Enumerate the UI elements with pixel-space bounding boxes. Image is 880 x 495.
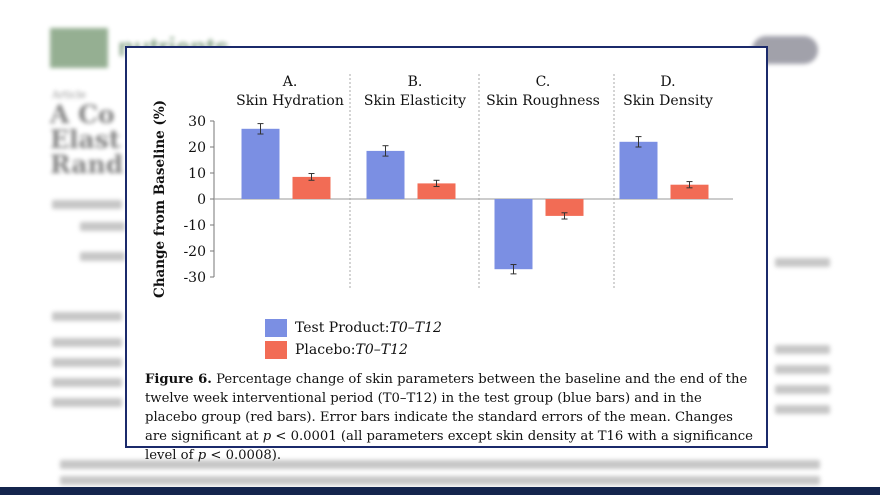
panel-title: Skin Density xyxy=(623,93,713,109)
blurred-text-line xyxy=(60,476,820,485)
panel-letter: B. xyxy=(408,74,423,90)
legend-label-placebo: Placebo: xyxy=(295,342,356,358)
bar-chart: 30 20 10 0 -10 -20 -30 Change from Baseline (%)… xyxy=(152,74,733,298)
article-title-line: A Co xyxy=(50,100,115,129)
panel-title: Skin Hydration xyxy=(236,93,344,109)
blurred-text-line xyxy=(52,398,122,407)
blurred-text-line xyxy=(80,252,125,261)
panel-letter: C. xyxy=(536,74,551,90)
bar-placebo xyxy=(670,184,709,199)
y-tick-label: -10 xyxy=(183,218,206,234)
bar-placebo xyxy=(545,199,584,216)
panel-title: Skin Elasticity xyxy=(364,93,466,109)
article-title: A Co Elast Rand xyxy=(50,102,123,177)
legend-period-placebo: T0–T12 xyxy=(355,342,408,358)
caption-p: p xyxy=(262,429,272,444)
article-title-line: Rand xyxy=(50,150,124,179)
legend-item-test: Test Product: T0–T12 xyxy=(265,318,442,338)
y-tick-label: 10 xyxy=(188,166,206,182)
panel-letter: D. xyxy=(660,74,675,90)
article-title-line: Elast xyxy=(50,125,121,154)
blurred-text-line xyxy=(775,345,830,354)
blurred-text-line xyxy=(775,405,830,414)
blurred-text-line xyxy=(775,258,830,267)
caption-text: < 0.0008). xyxy=(206,448,282,463)
blurred-text-line xyxy=(775,385,830,394)
y-axis-label: Change from Baseline (%) xyxy=(152,100,168,298)
blurred-text-line xyxy=(80,222,125,231)
blurred-text-line xyxy=(52,312,122,321)
blurred-text-line xyxy=(60,460,820,469)
figure-label: Figure 6. xyxy=(145,372,212,387)
bar-test xyxy=(241,128,280,199)
bar-test xyxy=(366,150,405,199)
blurred-text-line xyxy=(52,378,122,387)
legend-swatch-placebo xyxy=(265,341,287,359)
blurred-text-line xyxy=(52,200,122,209)
y-tick-label: -20 xyxy=(183,244,206,260)
y-tick-label: 30 xyxy=(188,114,206,130)
caption-text: Percentage change of skin parameters bet… xyxy=(145,372,748,444)
legend: Test Product: T0–T12 Placebo: T0–T12 xyxy=(265,318,442,362)
figure-panel: 30 20 10 0 -10 -20 -30 Change from Baseline (%)… xyxy=(125,46,768,463)
legend-label-test: Test Product: xyxy=(295,320,390,336)
y-tick-label: -30 xyxy=(183,270,206,286)
bar-placebo xyxy=(417,183,456,199)
bar-test xyxy=(619,141,658,199)
bar-placebo xyxy=(292,176,331,199)
blurred-text-line xyxy=(52,338,122,347)
article-label: Article xyxy=(52,90,86,101)
caption-p: p xyxy=(197,448,207,463)
bottom-bar xyxy=(0,487,880,495)
caption-text: < 0.0001 (all parameters except skin den… xyxy=(145,429,753,463)
y-tick-label: 0 xyxy=(197,192,206,208)
y-tick-label: 20 xyxy=(188,140,206,156)
blurred-text-line xyxy=(775,365,830,374)
legend-swatch-test xyxy=(265,319,287,337)
panel-title: Skin Roughness xyxy=(486,93,600,109)
figure-caption: Figure 6. Percentage change of skin para… xyxy=(145,370,757,465)
bar-test xyxy=(494,199,533,270)
legend-item-placebo: Placebo: T0–T12 xyxy=(265,340,442,360)
legend-period-test: T0–T12 xyxy=(389,320,442,336)
blurred-text-line xyxy=(52,358,122,367)
journal-logo xyxy=(50,28,108,68)
panel-letter: A. xyxy=(282,74,298,90)
